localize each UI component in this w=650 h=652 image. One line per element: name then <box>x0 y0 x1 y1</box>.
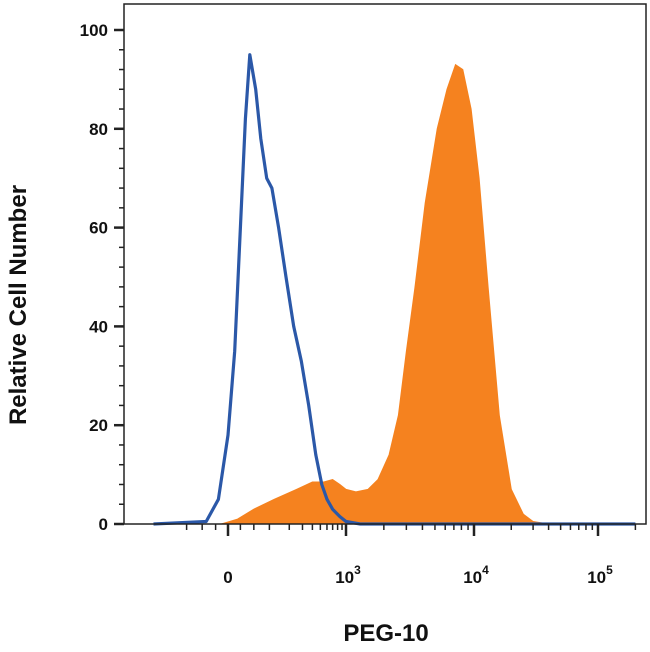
plot-frame <box>123 3 647 525</box>
x-tick-label: 103 <box>335 563 361 587</box>
x-tick-label: 105 <box>587 563 613 587</box>
y-tick-label: 60 <box>89 219 108 238</box>
axes: 0 20 40 60 80 100 0 103 104 105 <box>80 3 647 587</box>
y-axis-title: Relative Cell Number <box>5 185 32 425</box>
histogram-filled-series <box>221 63 549 525</box>
y-tick-label: 0 <box>99 515 108 534</box>
y-tick-label: 20 <box>89 416 108 435</box>
y-tick-label: 100 <box>80 21 108 40</box>
x-axis-title: PEG-10 <box>343 620 428 647</box>
y-tick-label: 80 <box>89 120 108 139</box>
y-tick-label: 40 <box>89 317 108 336</box>
x-tick-label: 0 <box>223 568 232 587</box>
histogram-outline-series <box>153 53 636 526</box>
x-tick-label: 104 <box>463 563 489 587</box>
plot-area <box>153 53 636 526</box>
